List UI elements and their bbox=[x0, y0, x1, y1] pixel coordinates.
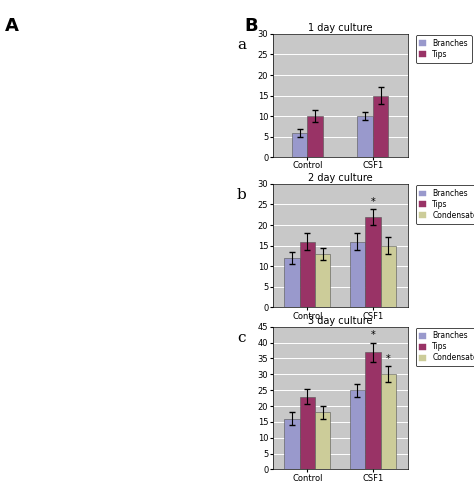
Text: c: c bbox=[7, 108, 12, 119]
Bar bbox=[365, 217, 381, 307]
Bar bbox=[381, 245, 396, 307]
Bar bbox=[284, 419, 300, 469]
Text: d: d bbox=[128, 108, 134, 119]
Bar bbox=[315, 412, 330, 469]
Bar bbox=[381, 374, 396, 469]
Bar bbox=[292, 133, 307, 157]
Bar bbox=[357, 116, 373, 157]
Text: A: A bbox=[5, 17, 18, 35]
Bar bbox=[284, 258, 300, 307]
Legend: Branches, Tips: Branches, Tips bbox=[416, 35, 472, 63]
Text: g: g bbox=[7, 291, 13, 302]
Bar bbox=[350, 242, 365, 307]
Legend: Branches, Tips, Condensates: Branches, Tips, Condensates bbox=[416, 185, 474, 224]
Bar bbox=[300, 396, 315, 469]
Bar bbox=[350, 390, 365, 469]
Bar bbox=[300, 242, 315, 307]
Text: i: i bbox=[7, 383, 10, 393]
Bar bbox=[365, 352, 381, 469]
Text: B: B bbox=[244, 17, 258, 35]
Title: 1 day culture: 1 day culture bbox=[308, 23, 373, 33]
Text: *: * bbox=[371, 197, 375, 207]
Text: *: * bbox=[371, 331, 375, 340]
Text: b: b bbox=[237, 188, 247, 202]
Bar bbox=[315, 254, 330, 307]
Title: 2 day culture: 2 day culture bbox=[308, 173, 373, 183]
Text: e: e bbox=[7, 200, 13, 210]
Bar bbox=[373, 95, 388, 157]
Text: a: a bbox=[237, 38, 246, 52]
Text: a: a bbox=[7, 17, 13, 27]
Text: *: * bbox=[386, 354, 391, 364]
Text: f: f bbox=[128, 200, 131, 210]
Legend: Branches, Tips, Condensates: Branches, Tips, Condensates bbox=[416, 328, 474, 366]
Text: h: h bbox=[128, 291, 134, 302]
Text: c: c bbox=[237, 331, 246, 345]
Text: j: j bbox=[128, 383, 131, 393]
Title: 3 day culture: 3 day culture bbox=[308, 316, 373, 326]
Text: b: b bbox=[128, 17, 134, 27]
Bar bbox=[307, 116, 323, 157]
